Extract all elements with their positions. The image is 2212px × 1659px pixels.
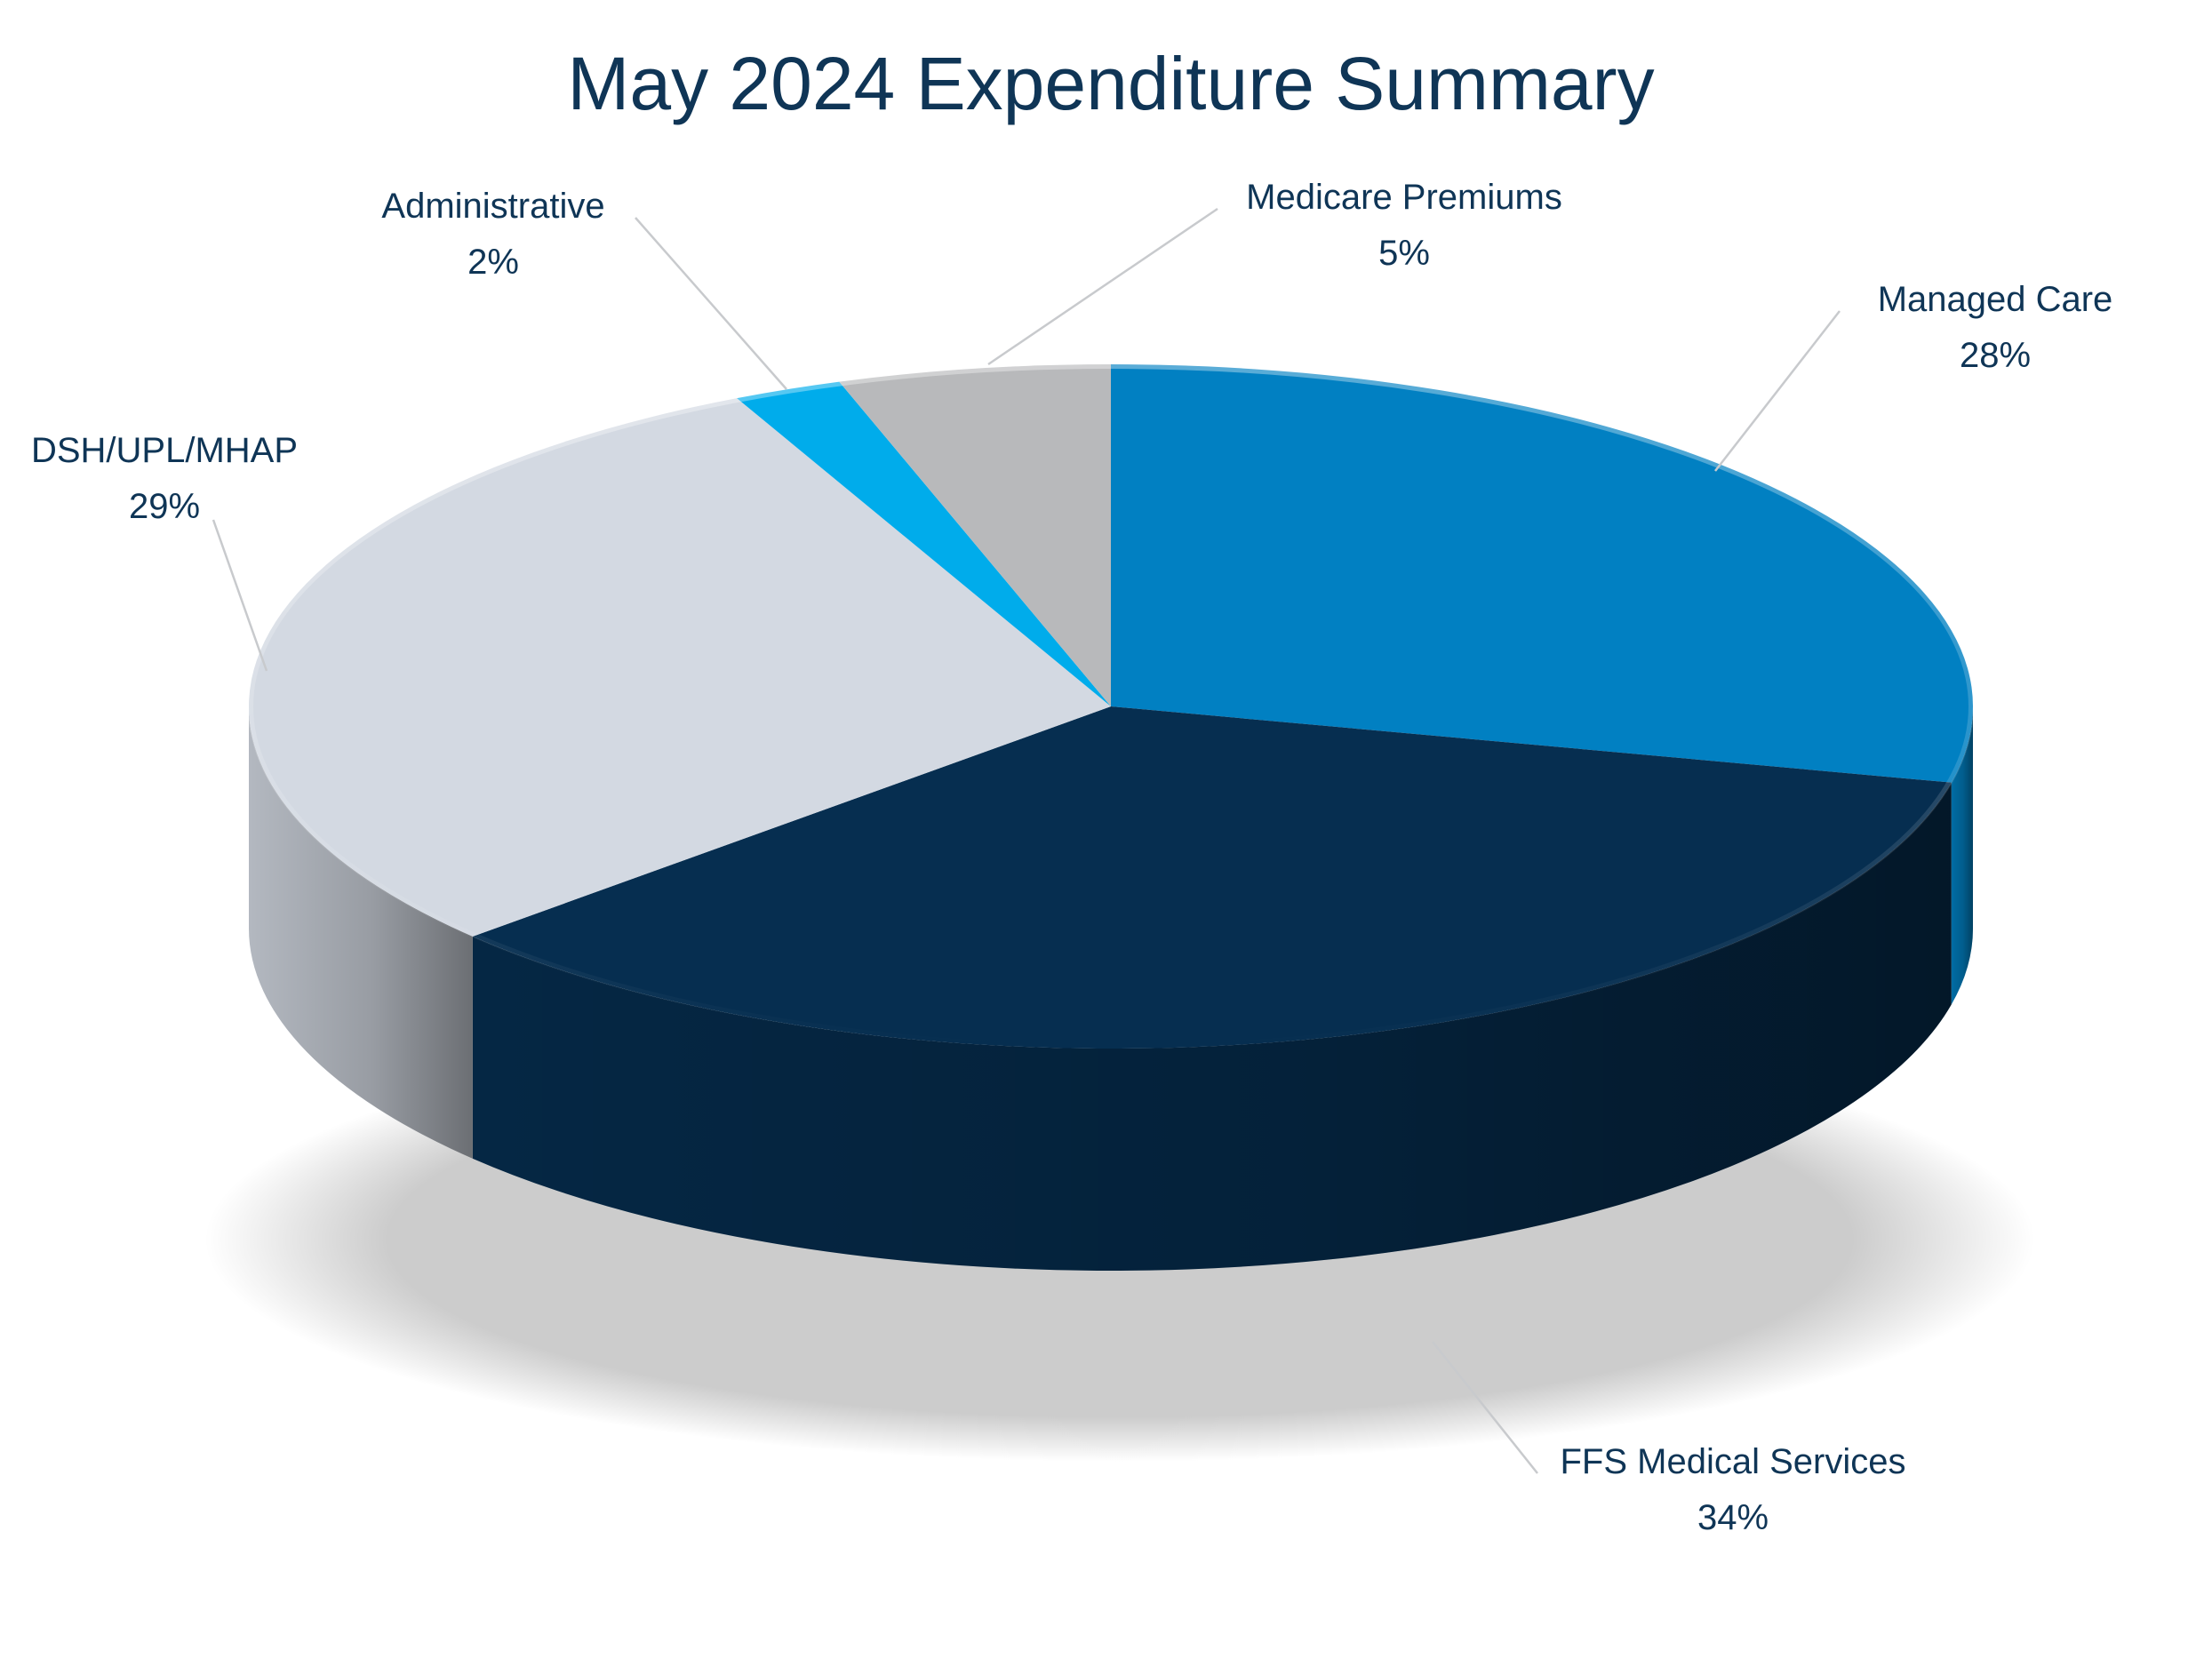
pie-sides: [249, 706, 1973, 1271]
slice-medicare-premiums: [839, 364, 1111, 706]
leader-line-managed-care: [1714, 310, 1841, 472]
leader-line-dsh-upl-mhap: [212, 519, 268, 672]
slice-label-managed-care: Managed Care: [1878, 280, 2113, 319]
slice-ffs-medical-services: [472, 706, 1952, 1049]
slice-value-dsh-upl-mhap: 29%: [129, 487, 200, 526]
leader-line-ffs-medical-services: [1432, 1341, 1538, 1474]
slice-administrative: [737, 381, 1111, 706]
slice-label-ffs-medical-services: FFS Medical Services: [1561, 1442, 1906, 1481]
side-dsh-upl-mhap-shade: [249, 706, 473, 1159]
slice-dsh-upl-mhap: [248, 398, 1111, 937]
slice-label-medicare-premiums: Medicare Premiums: [1246, 178, 1562, 217]
side-ffs-medical-services-shade: [472, 782, 1952, 1271]
slice-managed-care: [1111, 364, 1973, 783]
slice-value-managed-care: 28%: [1960, 336, 2031, 375]
slice-value-medicare-premiums: 5%: [1378, 234, 1430, 273]
slice-value-administrative: 2%: [467, 243, 519, 282]
slice-label-dsh-upl-mhap: DSH/UPL/MHAP: [31, 431, 298, 470]
slice-label-administrative: Administrative: [381, 187, 604, 226]
slice-labels: Managed Care 28% FFS Medical Services 34% DS…: [31, 178, 2112, 1537]
slice-value-ffs-medical-services: 34%: [1697, 1498, 1769, 1537]
chart-title: May 2024 Expenditure Summary: [567, 42, 1654, 125]
leader-lines: [212, 207, 1841, 1474]
pie-tops: [248, 363, 1974, 1049]
side-managed-care-shade: [1951, 706, 1973, 1005]
leader-line-medicare-premiums: [987, 207, 1218, 366]
rim-highlight: [248, 363, 1974, 1049]
leader-line-administrative: [635, 217, 787, 390]
